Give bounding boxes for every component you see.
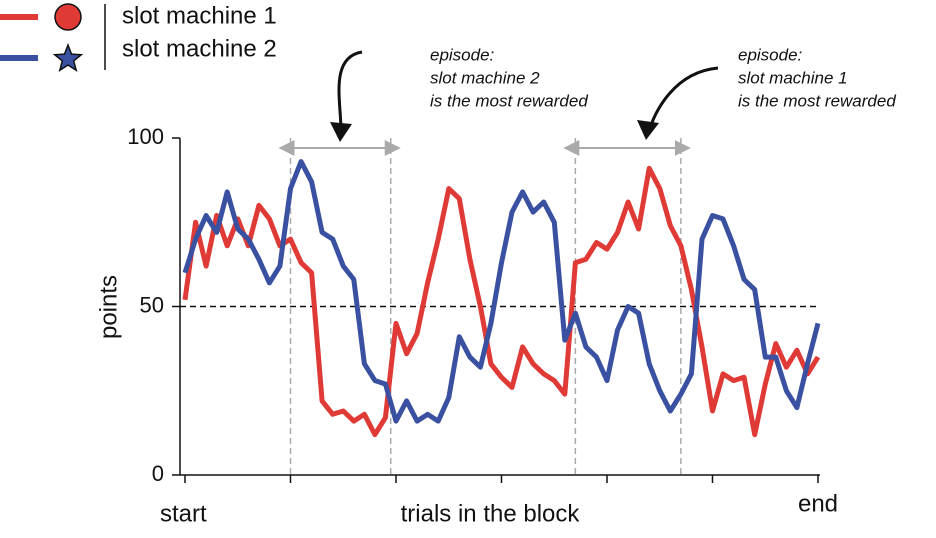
- legend-label: slot machine 1: [122, 2, 277, 29]
- x-tick-label: start: [160, 500, 207, 527]
- series-line: [182, 165, 821, 438]
- annotation-text: is the most rewarded: [430, 91, 588, 110]
- annotation-arrow: [646, 66, 719, 135]
- annotation-arrowhead: [637, 120, 659, 140]
- legend-marker: [54, 3, 82, 31]
- y-tick-label: 0: [152, 461, 164, 486]
- x-tick-label: end: [798, 490, 838, 517]
- annotation-text: is the most rewarded: [738, 91, 896, 110]
- legend-marker: [52, 42, 84, 72]
- annotation-text: slot machine 2: [430, 68, 540, 87]
- y-axis-label: points: [95, 275, 122, 339]
- y-tick-label: 50: [140, 292, 164, 317]
- annotation-text: episode:: [430, 45, 495, 64]
- series-line: [182, 159, 821, 424]
- annotation-text: episode:: [738, 45, 803, 64]
- x-axis-label: trials in the block: [401, 500, 581, 527]
- y-tick-label: 100: [127, 124, 164, 149]
- annotation-arrowhead: [330, 122, 352, 142]
- legend-label: slot machine 2: [122, 35, 277, 62]
- annotation-text: slot machine 1: [738, 68, 848, 87]
